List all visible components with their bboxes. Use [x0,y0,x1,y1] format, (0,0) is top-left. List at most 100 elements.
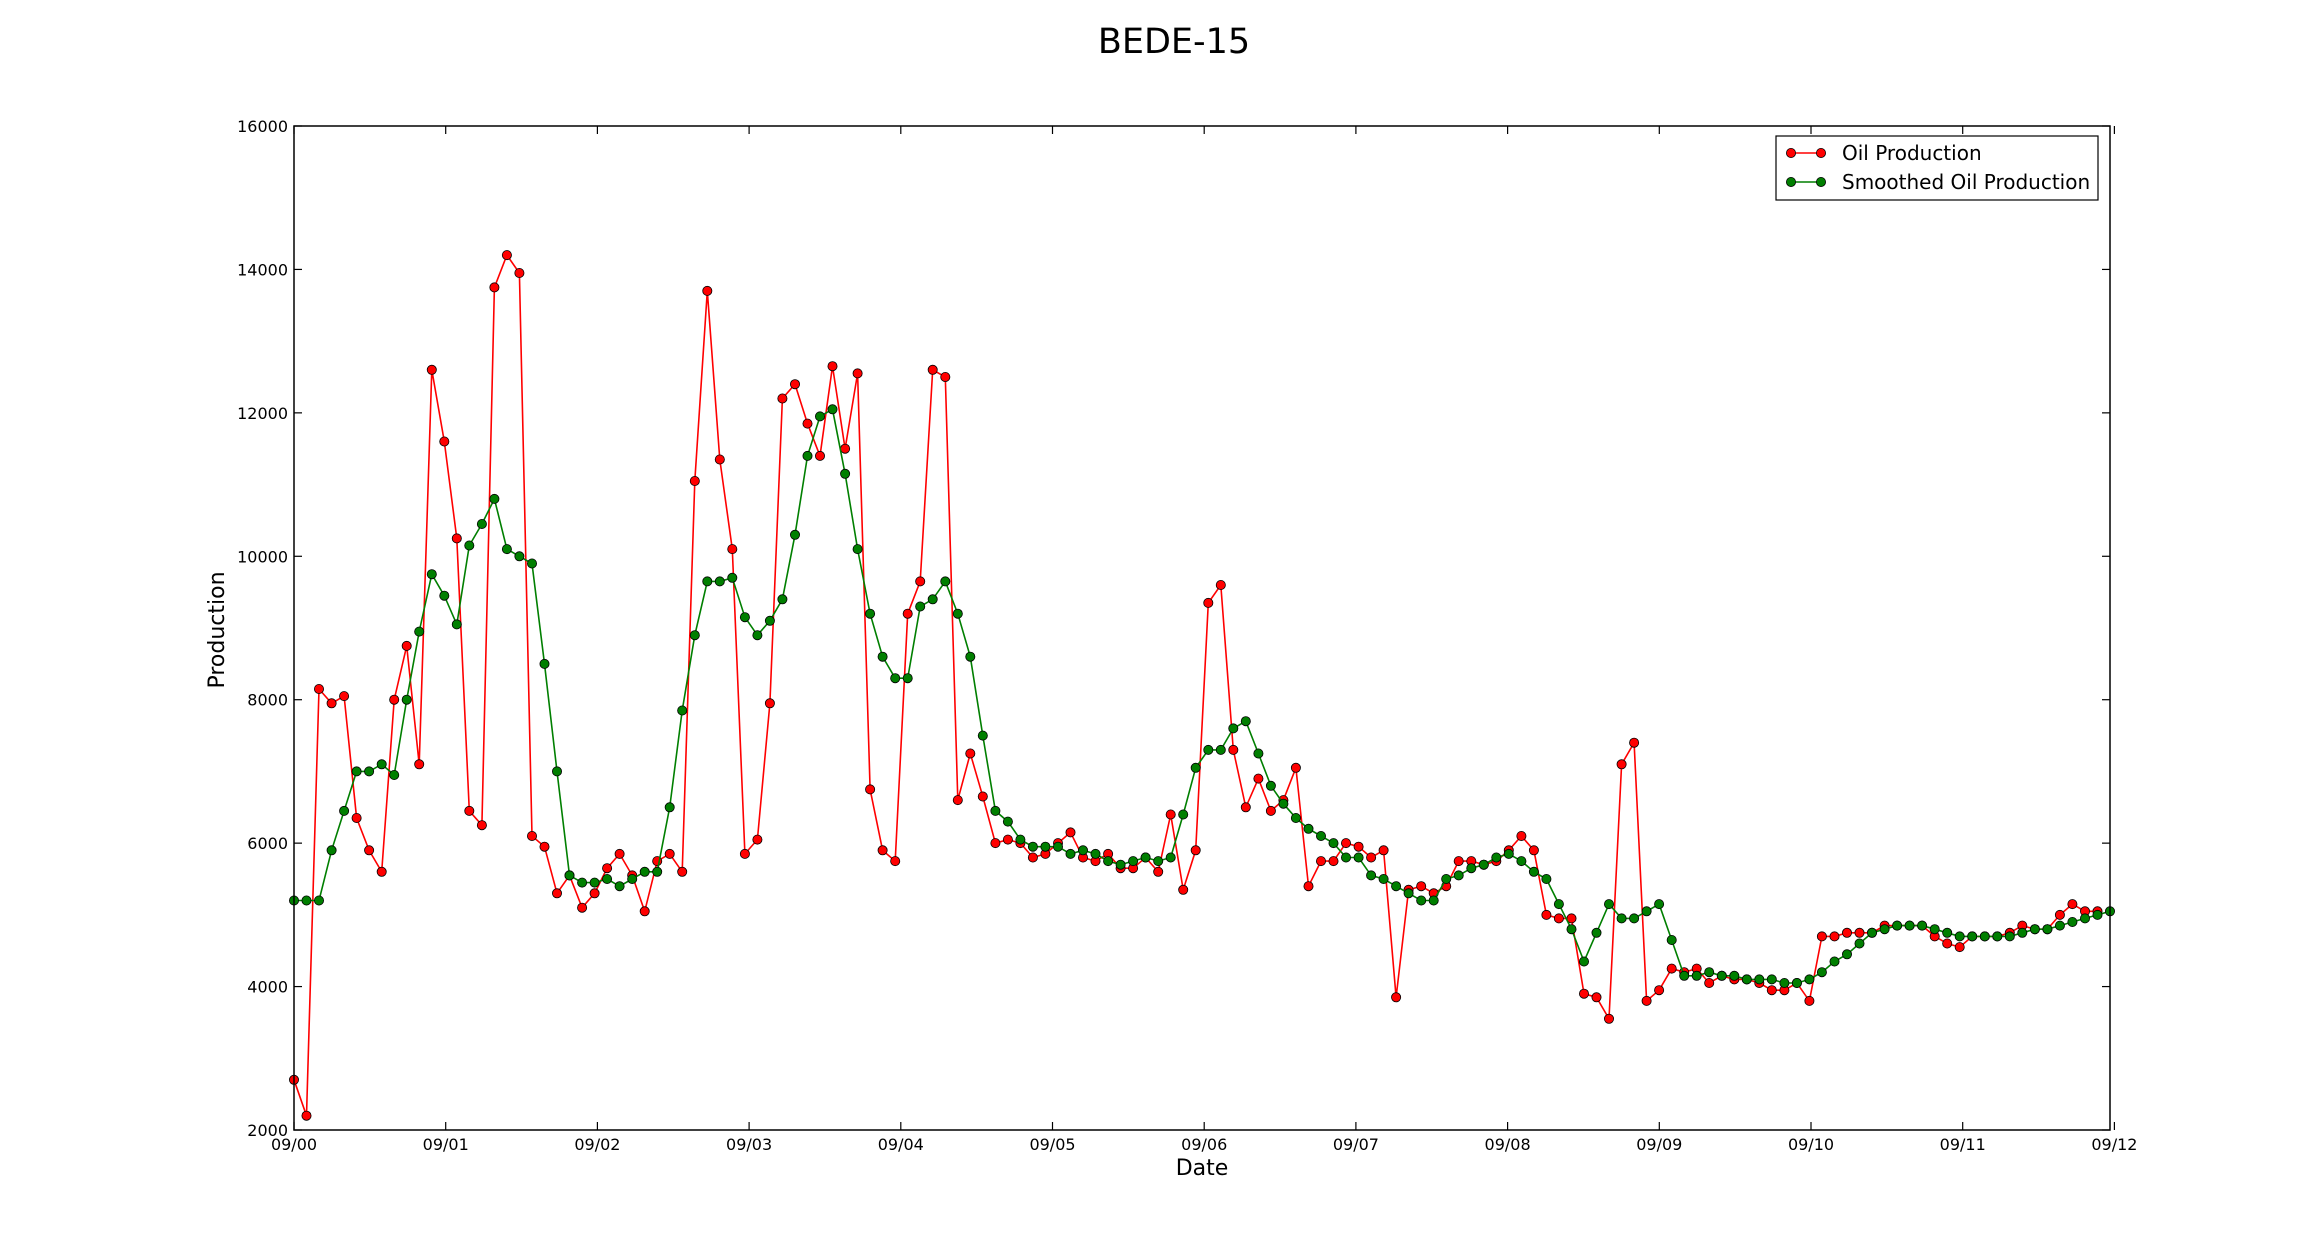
y-tick-label: 6000 [247,834,288,853]
oil-production-point [1153,866,1164,877]
oil-production-point [1290,762,1301,773]
smoothed-oil-production-point [313,895,324,906]
oil-production-point [1629,737,1640,748]
oil-production-point [852,368,863,379]
oil-production-point [702,285,713,296]
smoothed-oil-production-point [1716,970,1727,981]
smoothed-oil-production-point [1428,895,1439,906]
smoothed-oil-production-point [1128,856,1139,867]
smoothed-oil-production-point [1879,924,1890,935]
oil-production-point [915,576,926,587]
smoothed-oil-production-point [1666,935,1677,946]
oil-production-point [1641,995,1652,1006]
smoothed-oil-production-point [389,770,400,781]
smoothed-oil-production-point [1391,881,1402,892]
oil-production-point [890,856,901,867]
smoothed-oil-production-point [1002,816,1013,827]
smoothed-oil-production-point [364,766,375,777]
smoothed-oil-production-point [815,411,826,422]
smoothed-oil-production-point [1854,938,1865,949]
smoothed-oil-production-point [1441,874,1452,885]
smoothed-oil-production-point [1892,920,1903,931]
smoothed-oil-production-point [1190,762,1201,773]
smoothed-oil-production-point [1553,899,1564,910]
x-tick-label: 09/01 [423,1135,469,1154]
smoothed-oil-production-point [1579,956,1590,967]
oil-production-point [602,863,613,874]
smoothed-oil-production-point [1316,831,1327,842]
oil-production-point [364,845,375,856]
smoothed-oil-production-point [714,576,725,587]
smoothed-oil-production-point [1065,848,1076,859]
smoothed-oil-production-point [1503,848,1514,859]
oil-production-point [2054,909,2065,920]
smoothed-oil-production-point [1729,970,1740,981]
smoothed-oil-production-point [1215,744,1226,755]
smoothed-oil-production-point [2004,931,2015,942]
smoothed-oil-production-point [1203,744,1214,755]
oil-production-point [1516,831,1527,842]
smoothed-oil-production-point [476,519,487,530]
oil-production-point [752,834,763,845]
smoothed-oil-production-point [1178,809,1189,820]
smoothed-oil-production-point [577,877,588,888]
oil-production-point [614,848,625,859]
smoothed-oil-production-point [1516,856,1527,867]
oil-production-point [1453,856,1464,867]
smoothed-oil-production-point [326,845,337,856]
oil-production-point [489,282,500,293]
smoothed-oil-production-point [727,572,738,583]
x-tick-label: 09/03 [726,1135,772,1154]
smoothed-oil-production-point [1804,974,1815,985]
oil-production-point [439,436,450,447]
smoothed-oil-production-point [376,759,387,770]
smoothed-oil-production-point [1604,899,1615,910]
smoothed-oil-production-point [614,881,625,892]
oil-production-point [1854,927,1865,938]
oil-production-point [1942,938,1953,949]
x-tick-label: 09/09 [1636,1135,1682,1154]
smoothed-oil-production-point [414,626,425,637]
oil-production-point [1190,845,1201,856]
smoothed-oil-production-point [301,895,312,906]
oil-production-point [1579,988,1590,999]
oil-production-point [865,784,876,795]
y-tick-label: 10000 [237,547,288,566]
smoothed-oil-production-point [426,569,437,580]
smoothed-oil-production-point [1629,913,1640,924]
x-tick-label: 09/02 [574,1135,620,1154]
oil-production-point [1541,909,1552,920]
legend-label: Oil Production [1842,141,1982,165]
smoothed-oil-production-point [1228,723,1239,734]
smoothed-oil-production-point [1679,970,1690,981]
oil-production-point [1265,805,1276,816]
smoothed-oil-production-point [1290,813,1301,824]
smoothed-oil-production-point [1904,920,1915,931]
oil-production-point [1766,985,1777,996]
legend-marker [1816,147,1827,158]
smoothed-oil-production-point [1165,852,1176,863]
oil-production-point [790,379,801,390]
smoothed-oil-production-line [294,408,2111,984]
smoothed-oil-production-point [602,874,613,885]
legend: Oil Production Smoothed Oil Production [1775,135,2099,201]
smoothed-oil-production-point [539,658,550,669]
oil-production-point [426,364,437,375]
smoothed-oil-production-point [401,694,412,705]
smoothed-oil-production-point [1278,798,1289,809]
smoothed-oil-production-point [1265,780,1276,791]
oil-production-point [1002,834,1013,845]
smoothed-oil-production-point [1591,927,1602,938]
smoothed-oil-production-point [652,866,663,877]
x-axis-label: Date [1176,1156,1229,1181]
y-tick-label: 4000 [247,978,288,997]
smoothed-oil-production-point [451,619,462,630]
oil-production-point [1391,992,1402,1003]
smoothed-oil-production-point [1353,852,1364,863]
smoothed-oil-production-point [564,870,575,881]
oil-production-point [1553,913,1564,924]
smoothed-oil-production-point [1979,931,1990,942]
smoothed-oil-production-point [2092,909,2103,920]
smoothed-oil-production-point [589,877,600,888]
oil-production-point [351,813,362,824]
